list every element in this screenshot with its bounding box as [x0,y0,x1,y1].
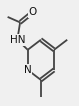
Text: HN: HN [10,35,25,45]
Text: N: N [24,65,32,75]
Text: O: O [28,7,37,17]
